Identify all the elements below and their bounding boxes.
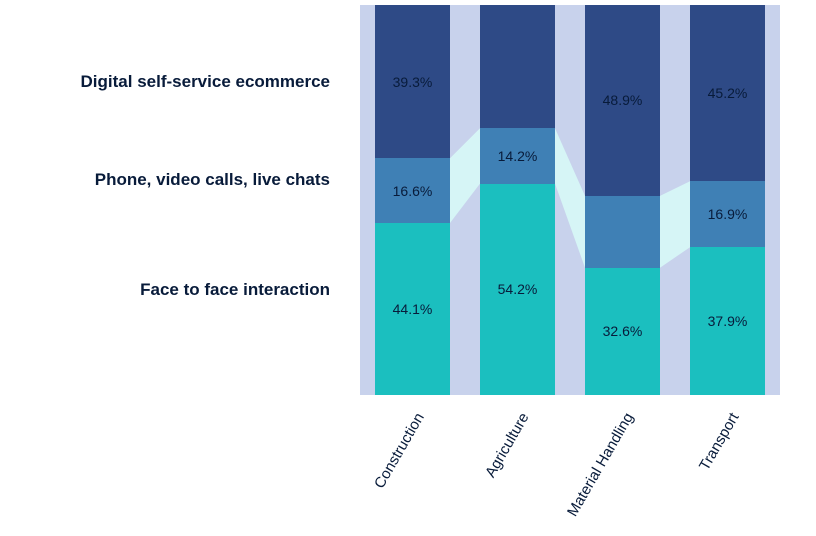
segment-mid: 14.2% (480, 128, 555, 183)
value-label: 31.6% (498, 0, 538, 1)
stacked-bar-chart: Digital self-service ecommerce Phone, vi… (0, 0, 816, 536)
series-label-bot: Face to face interaction (0, 280, 330, 300)
x-category-agriculture: Agriculture (482, 410, 533, 481)
segment-bot: 44.1% (375, 223, 450, 395)
x-category-material-handling: Material Handling (564, 410, 637, 520)
value-label: 37.9% (708, 313, 748, 329)
column-transport: 45.2% 16.9% 37.9% (675, 5, 780, 395)
plot-area: 39.3% 16.6% 44.1% 31.6% 14.2% 54.2% 48.9% 18.4%… (360, 5, 780, 395)
column-construction: 39.3% 16.6% 44.1% (360, 5, 465, 395)
segment-top: 45.2% (690, 5, 765, 181)
x-category-transport: Transport (696, 410, 743, 474)
series-label-mid: Phone, video calls, live chats (0, 170, 330, 190)
segment-bot: 37.9% (690, 247, 765, 395)
x-axis: Construction Agriculture Material Handling… (360, 398, 780, 528)
value-label: 44.1% (393, 301, 433, 317)
column-material-handling: 48.9% 18.4% 32.6% (570, 5, 675, 395)
segment-top: 39.3% (375, 5, 450, 158)
segment-top: 31.6% (480, 5, 555, 128)
value-label: 39.3% (393, 74, 433, 90)
segment-bot: 32.6% (585, 268, 660, 395)
value-label: 45.2% (708, 85, 748, 101)
x-category-construction: Construction (371, 410, 428, 491)
segment-mid: 18.4% (585, 196, 660, 268)
segment-mid: 16.9% (690, 181, 765, 247)
series-label-top: Digital self-service ecommerce (0, 72, 330, 92)
value-label: 48.9% (603, 92, 643, 108)
bar-stack: 39.3% 16.6% 44.1% (375, 5, 450, 395)
bar-stack: 31.6% 14.2% 54.2% (480, 5, 555, 395)
value-label: 54.2% (498, 281, 538, 297)
value-label: 16.6% (393, 183, 433, 199)
column-agriculture: 31.6% 14.2% 54.2% (465, 5, 570, 395)
segment-top: 48.9% (585, 5, 660, 196)
segment-bot: 54.2% (480, 184, 555, 395)
series-labels: Digital self-service ecommerce Phone, vi… (0, 0, 340, 400)
bar-stack: 45.2% 16.9% 37.9% (690, 5, 765, 395)
bar-stack: 48.9% 18.4% 32.6% (585, 5, 660, 395)
value-label: 32.6% (603, 323, 643, 339)
value-label: 14.2% (498, 148, 538, 164)
value-label: 16.9% (708, 206, 748, 222)
segment-mid: 16.6% (375, 158, 450, 223)
